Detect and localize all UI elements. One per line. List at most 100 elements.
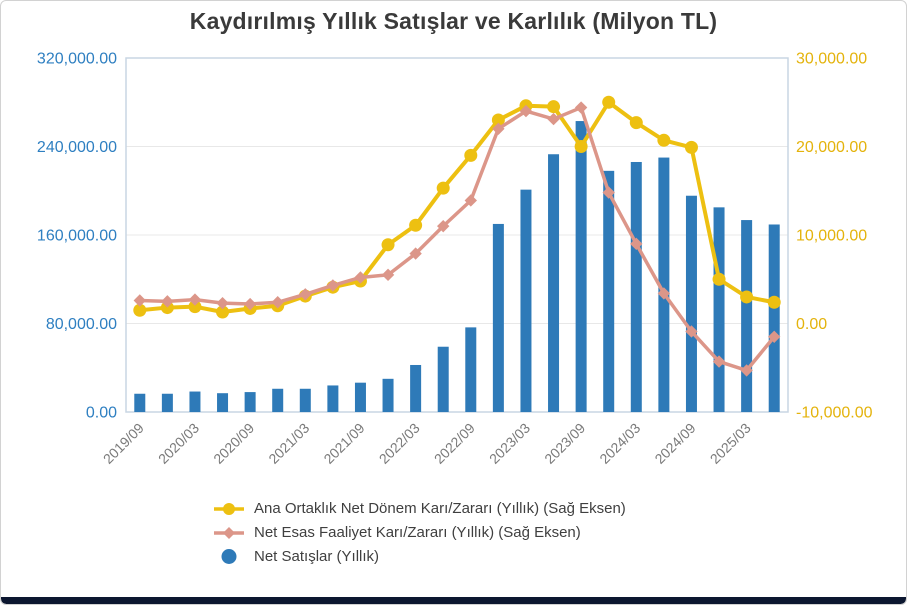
bar [658,157,670,412]
bar [465,327,477,412]
line-marker-circle [574,140,588,153]
line-marker-circle [436,181,450,195]
bar [327,385,339,412]
x-axis-tick-label: 2022/03 [376,420,423,467]
line-marker-circle [188,300,202,314]
right-axis-tick-label: 10,000.00 [796,228,867,245]
chart-legend: Ana Ortaklık Net Dönem Karı/Zararı (Yıll… [213,497,626,568]
bar [630,161,642,412]
line-marker-diamond [630,237,643,251]
legend-label: Net Satışlar (Yıllık) [254,548,380,565]
line-marker-diamond [326,279,340,292]
x-axis-tick-label: 2021/03 [265,420,312,467]
x-axis-tick-label: 2024/09 [651,420,698,467]
line-marker-circle [381,238,395,252]
blue-circle-marker-icon [221,549,237,564]
legend-item-net-esas-faaliyet: Net Esas Faaliyet Karı/Zararı (Yıllık) (… [213,521,626,544]
line-marker-circle [464,148,478,162]
bar [768,224,780,412]
bar [713,207,725,412]
right-axis-tick-label: 30,000.00 [796,51,867,68]
yellow-line-circle-marker-icon [214,502,244,515]
x-axis-tick-label: 2025/03 [707,420,754,467]
bar [134,393,146,412]
line-marker-diamond [161,295,174,308]
line-marker-diamond [740,364,753,377]
line-marker-diamond [299,288,312,301]
right-axis-tick-label: -10,000.00 [796,405,873,422]
left-axis-tick-label: 320,000.00 [37,51,117,68]
left-axis-tick-label: 160,000.00 [37,228,117,245]
legend-item-net-satislar: Net Satışlar (Yıllık) [213,545,626,568]
x-axis-tick-label: 2020/09 [210,420,257,467]
line-marker-diamond [602,186,615,199]
bar [272,388,284,412]
legend-label: Net Esas Faaliyet Karı/Zararı (Yıllık) (… [254,524,581,541]
bar [189,391,201,412]
bar [492,223,504,412]
legend-item-net-donem-kari: Ana Ortaklık Net Dönem Karı/Zararı (Yıll… [213,497,626,520]
bar [299,388,311,412]
chart-canvas: 320,000.00 240,000.00 160,000.00 80,000.00 0… [37,51,873,467]
line-marker-diamond [188,293,202,306]
line-marker-diamond [519,104,533,118]
line-series [137,100,777,314]
left-axis-tick-label: 240,000.00 [37,139,117,156]
line-marker-diamond [437,219,450,233]
line-marker-circle [409,218,423,232]
left-axis-tick-label: 80,000.00 [46,316,117,333]
x-axis-tick-label: 2022/09 [431,420,478,467]
line-marker-circle [491,113,505,127]
bar [161,393,173,412]
left-axis-tick-label: 0.00 [86,405,117,422]
line-marker-circle [684,140,698,154]
bar [437,346,449,412]
line-marker-circle [629,116,643,130]
pink-line-diamond-marker-icon [214,526,244,539]
x-axis-tick-label: 2019/09 [100,420,147,467]
x-axis-tick-label: 2020/03 [155,420,202,467]
line-marker-diamond [657,287,671,300]
line-marker-circle [602,95,616,109]
x-axis-tick-label: 2024/03 [596,420,643,467]
x-axis-tick-label: 2021/09 [320,420,367,467]
line-marker-diamond [574,101,588,114]
line-marker-diamond [271,296,284,309]
line-marker-diamond [381,268,395,282]
line-marker-diamond [712,355,726,368]
bar [382,378,394,412]
bar [685,195,697,412]
bar [575,121,587,413]
chart-title: Kaydırılmış Yıllık Satışlar ve Karlılık … [189,8,718,34]
line-marker-diamond [133,294,146,307]
line-marker-diamond [409,247,422,260]
line-marker-diamond [685,325,698,338]
plot-border [125,57,789,413]
line-marker-diamond [464,194,477,207]
bar [603,170,615,412]
legend-label: Ana Ortaklık Net Dönem Karı/Zararı (Yıll… [254,500,626,517]
line-marker-diamond [768,330,781,343]
bar [741,220,753,412]
bar [217,393,229,412]
line-marker-circle [216,305,230,319]
bar [548,154,560,412]
bar [244,392,256,412]
line-marker-circle [547,100,561,114]
line-marker-circle [657,133,671,147]
line-marker-diamond [547,112,560,126]
line-marker-diamond [216,296,229,310]
line-marker-diamond [492,122,505,135]
line-marker-diamond [243,297,257,311]
x-axis-tick-label: 2023/03 [486,420,533,467]
line-marker-circle [740,290,754,304]
bar [410,364,422,412]
x-axis-tick-label: 2023/09 [541,420,588,467]
right-axis-tick-label: 0.00 [796,316,827,333]
line-marker-diamond [354,271,367,284]
line-marker-circle [712,272,726,286]
line-marker-circle [133,303,147,317]
footer-strip [1,597,906,604]
bar [520,189,532,412]
